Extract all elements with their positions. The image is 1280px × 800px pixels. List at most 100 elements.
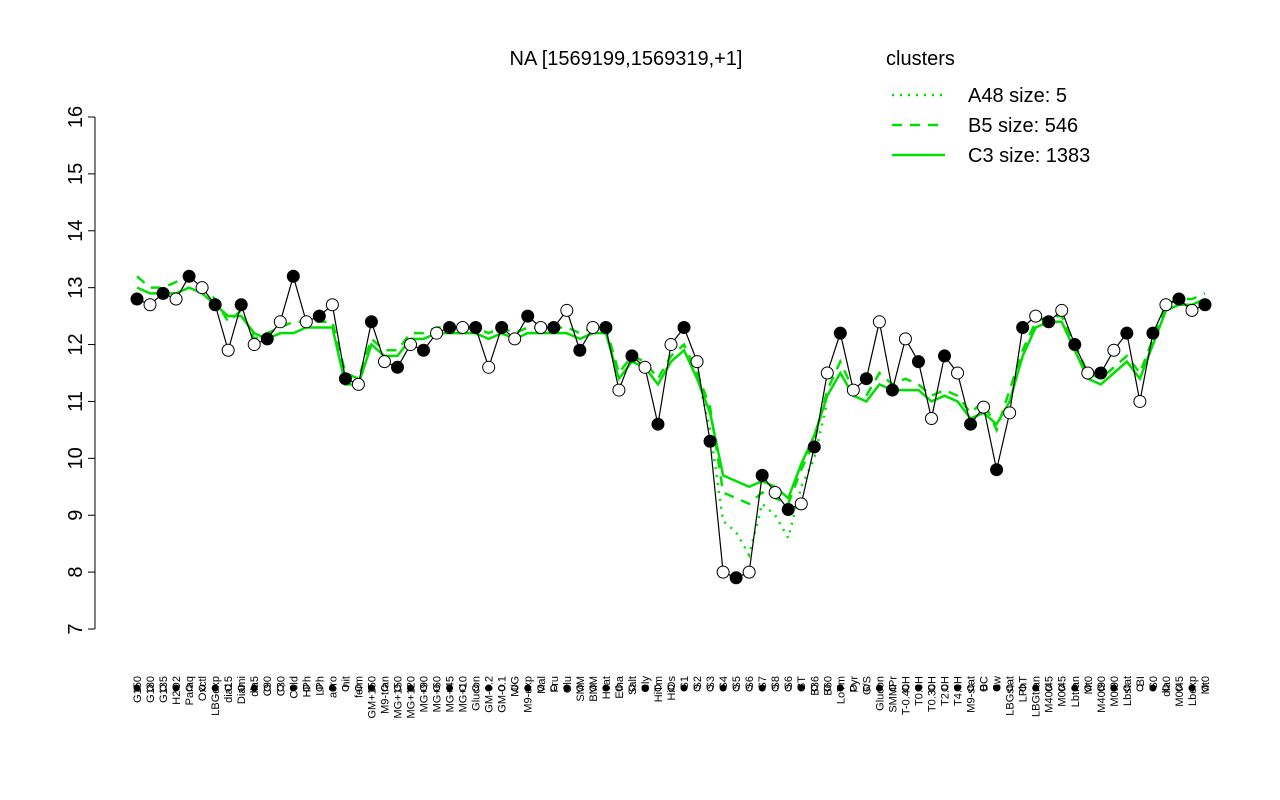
category-marker (1032, 684, 1040, 692)
category-marker (1149, 684, 1157, 692)
x-tick-label: M0t90 (1109, 676, 1121, 707)
x-tick-label: Glu (562, 676, 574, 693)
data-point (508, 332, 522, 346)
category-marker (576, 684, 584, 692)
category-marker (498, 684, 506, 692)
category-marker (1019, 684, 1027, 692)
data-point (938, 349, 952, 363)
category-marker (159, 684, 167, 692)
category-marker (472, 684, 480, 692)
data-point (690, 355, 704, 369)
category-marker (1006, 684, 1014, 692)
category-marker (654, 684, 662, 692)
legend-label: C3 size: 1383 (968, 145, 1090, 167)
data-point (716, 565, 730, 579)
category-marker (289, 684, 297, 692)
category-marker (485, 684, 493, 692)
x-tick-label: Gly (640, 676, 652, 693)
x-tick-label: M0t45 (1057, 676, 1069, 707)
x-tick-label: Fru (549, 676, 561, 693)
data-point (898, 332, 912, 346)
x-tick-label: BT (796, 676, 808, 690)
category-marker (667, 684, 675, 692)
category-marker (615, 684, 623, 692)
data-point (1133, 394, 1147, 408)
x-tick-label: LPhT (1018, 676, 1030, 703)
x-tick-label: BMM (588, 676, 600, 702)
category-marker (1136, 684, 1144, 692)
category-marker (980, 684, 988, 692)
data-point (560, 303, 574, 317)
category-marker (849, 684, 857, 692)
x-tick-label: Oxctl (197, 676, 209, 701)
category-marker (224, 684, 232, 692)
category-marker (967, 684, 975, 692)
data-point (417, 343, 431, 357)
x-tick-label: M9-tran (379, 676, 391, 714)
data-point (404, 338, 418, 352)
data-point (872, 315, 886, 329)
data-point (312, 309, 326, 323)
data-point (390, 360, 404, 374)
data-point (456, 320, 470, 334)
cluster-line (136, 286, 1206, 501)
x-tick-label: T4.0H (953, 676, 965, 706)
category-marker (954, 684, 962, 692)
x-tick-label: dia15 (223, 676, 235, 703)
x-tick-label: T-0.40H (900, 676, 912, 715)
data-point (286, 269, 300, 283)
x-tick-label: nit (340, 676, 352, 688)
data-point (325, 298, 339, 312)
data-point (495, 320, 509, 334)
x-tick-label: S0 (1148, 676, 1160, 689)
data-point (182, 269, 196, 283)
y-tick-label: 13 (65, 277, 87, 299)
x-tick-label: B36 (809, 676, 821, 696)
data-point (1107, 343, 1121, 357)
x-tick-label: GM-0.1 (497, 676, 509, 713)
data-point (859, 372, 873, 386)
data-point (1003, 406, 1017, 420)
x-tick-label: MG+10 (458, 676, 470, 712)
data-point (833, 326, 847, 340)
x-tick-label: M9-stat (966, 676, 978, 713)
category-marker (1045, 684, 1053, 692)
data-point (677, 320, 691, 334)
data-point (169, 292, 183, 306)
x-tick-label: SMM (575, 676, 587, 702)
x-tick-label: T2.0H (940, 676, 952, 706)
category-marker (1110, 684, 1118, 692)
data-point (1185, 303, 1199, 317)
category-marker (862, 684, 870, 692)
data-point (130, 292, 144, 306)
data-point (664, 338, 678, 352)
data-point (573, 343, 587, 357)
x-tick-label: S4 (718, 676, 730, 689)
category-marker (1201, 684, 1209, 692)
x-tick-label: C90 (262, 676, 274, 696)
x-tick-label: M40t45 (1044, 676, 1056, 713)
x-tick-label: LPh (314, 676, 326, 696)
x-tick-label: Paraq (184, 676, 196, 705)
category-marker (680, 684, 688, 692)
category-marker (1123, 684, 1131, 692)
data-point (1042, 315, 1056, 329)
category-marker (198, 684, 206, 692)
x-tick-label: Heat (601, 676, 613, 699)
y-tick-label: 16 (65, 106, 87, 128)
x-tick-label: S8 (770, 676, 782, 689)
data-point (911, 355, 925, 369)
x-tick-label: C30 (275, 676, 287, 696)
data-point (351, 377, 365, 391)
category-marker (1084, 684, 1092, 692)
category-marker (211, 684, 219, 692)
category-marker (185, 684, 193, 692)
data-point (1055, 303, 1069, 317)
data-point (1120, 326, 1134, 340)
data-point (807, 440, 821, 454)
data-point (638, 360, 652, 374)
y-tick-label: 7 (65, 623, 87, 634)
category-marker (745, 684, 753, 692)
category-marker (263, 684, 271, 692)
x-tick-label: Lbexp (1187, 676, 1199, 706)
